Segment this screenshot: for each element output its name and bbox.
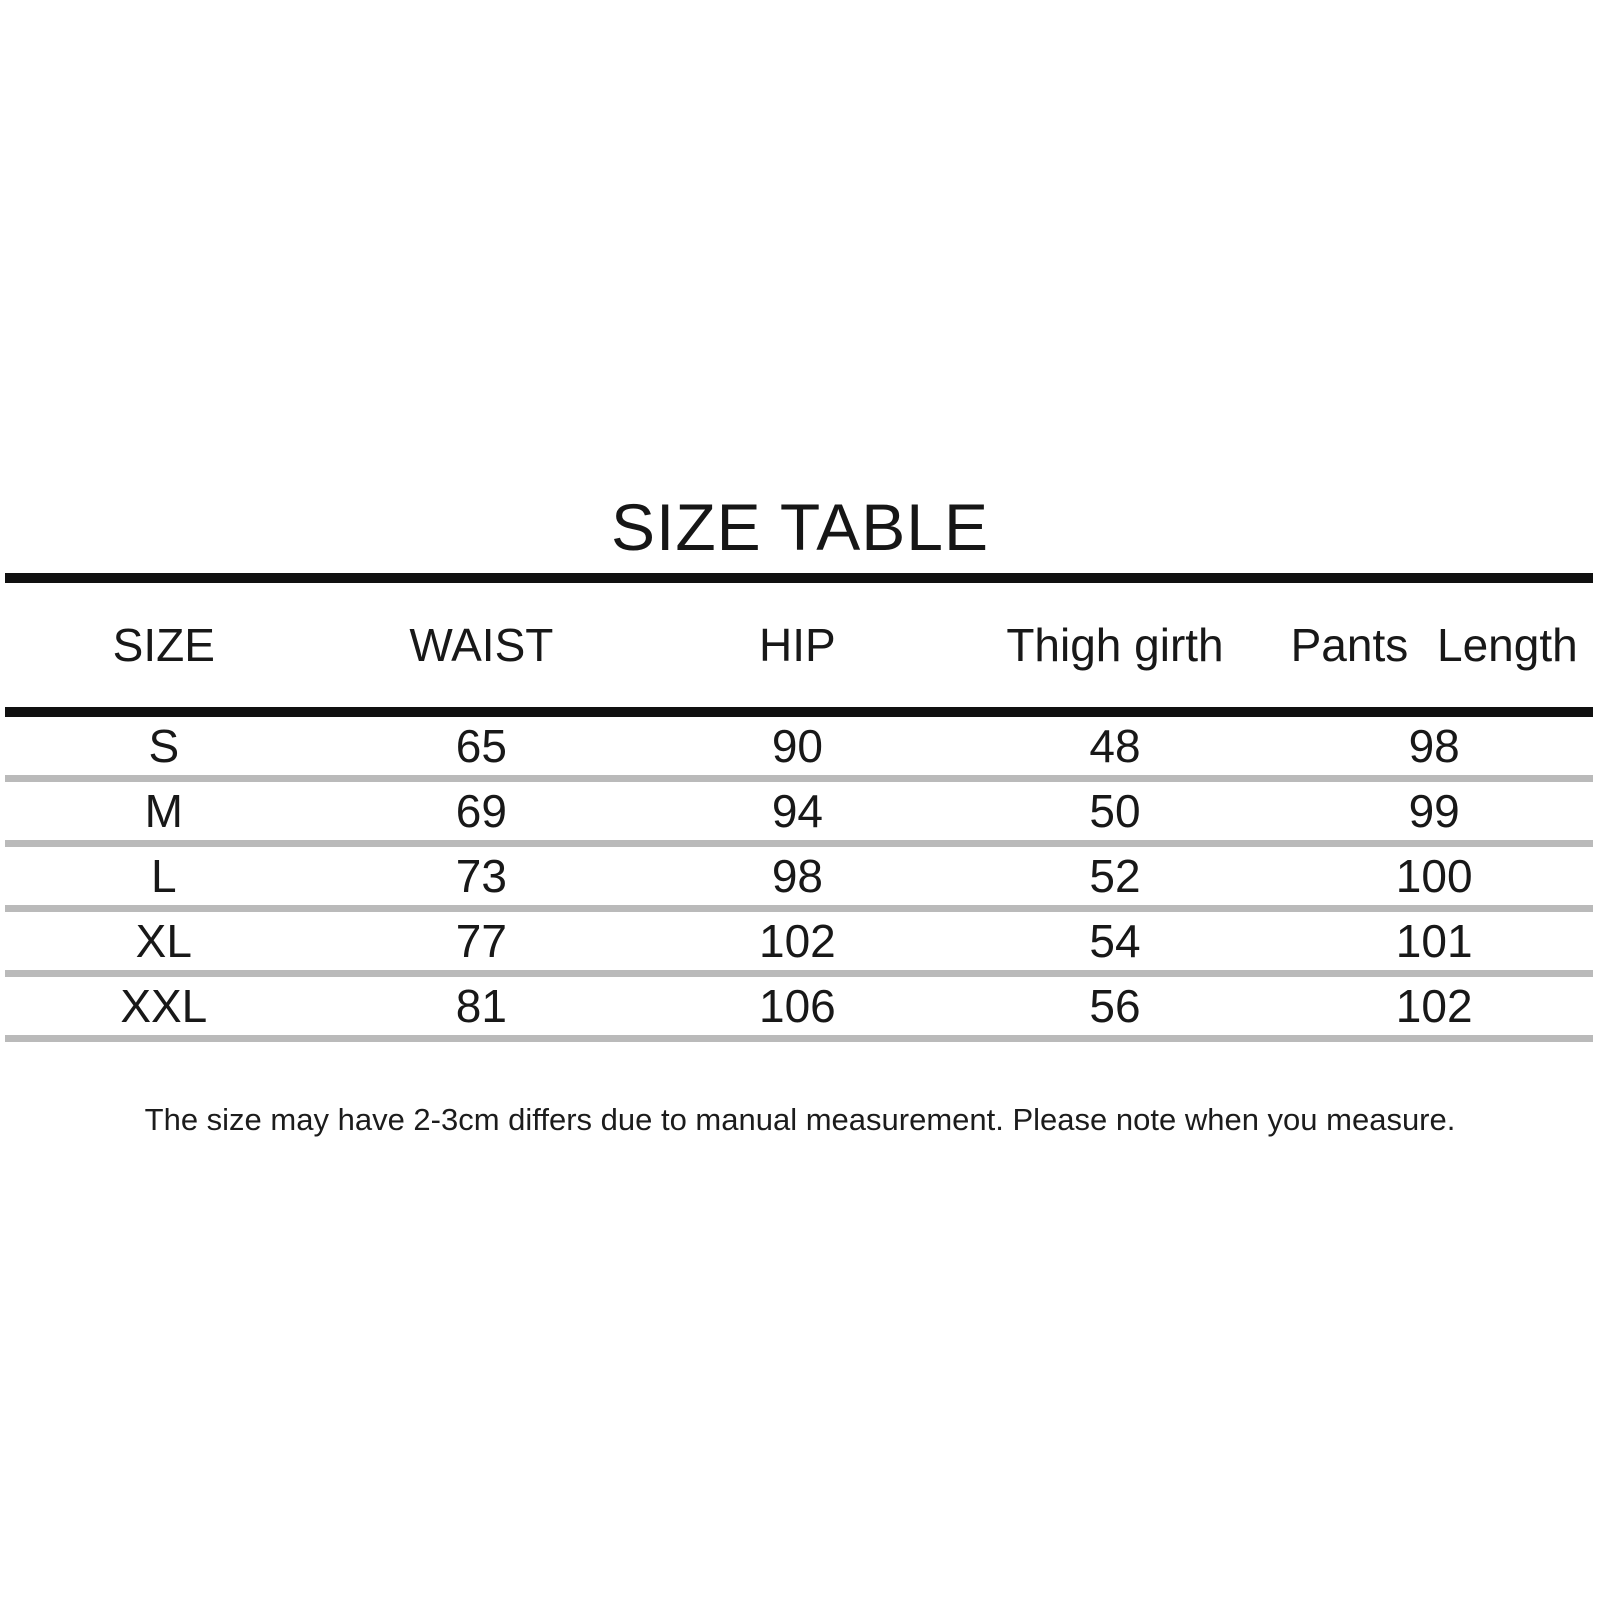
thigh-girth-value: 56 (1089, 980, 1141, 1032)
thigh-girth-value: 54 (1089, 915, 1141, 967)
waist-value: 77 (455, 915, 507, 967)
waist-value: 69 (455, 785, 507, 837)
table-row-m: M 69 94 50 99 (5, 782, 1593, 840)
waist-value: 73 (455, 850, 507, 902)
thigh-girth-value: 50 (1089, 785, 1141, 837)
pants-length-value: 98 (1408, 720, 1460, 772)
thigh-girth-value: 52 (1089, 850, 1141, 902)
table-row-xl: XL 77 102 54 101 (5, 912, 1593, 970)
row-divider (5, 840, 1593, 847)
hip-value: 98 (771, 850, 823, 902)
size-value: L (151, 850, 177, 902)
divider-top (5, 573, 1593, 583)
column-header-waist: WAIST (409, 619, 554, 671)
divider-header (5, 707, 1593, 717)
size-value: S (148, 720, 180, 772)
hip-value: 102 (759, 915, 836, 967)
hip-value: 106 (759, 980, 836, 1032)
column-header-thigh-girth: Thigh girth (1006, 619, 1224, 671)
pants-length-value: 99 (1408, 785, 1460, 837)
size-table: SIZE WAIST HIP Thigh girth Pants Length … (5, 573, 1593, 1042)
table-row-xxl: XXL 81 106 56 102 (5, 977, 1593, 1035)
column-header-hip: HIP (759, 619, 836, 671)
hip-value: 94 (771, 785, 823, 837)
table-header-row: SIZE WAIST HIP Thigh girth Pants Length (5, 583, 1593, 707)
pants-length-value: 102 (1395, 980, 1473, 1032)
row-divider (5, 1035, 1593, 1042)
size-value: XXL (120, 980, 208, 1032)
pants-length-value: 100 (1395, 850, 1473, 902)
size-value: M (144, 785, 183, 837)
table-row-s: S 65 90 48 98 (5, 717, 1593, 775)
size-value: XL (135, 915, 192, 967)
column-header-pants-length: Pants Length (1290, 619, 1578, 671)
row-divider (5, 905, 1593, 912)
table-row-l: L 73 98 52 100 (5, 847, 1593, 905)
row-divider (5, 970, 1593, 977)
measurement-note: The size may have 2-3cm differs due to m… (144, 1102, 1456, 1137)
row-divider (5, 775, 1593, 782)
hip-value: 90 (771, 720, 823, 772)
page-title: SIZE TABLE (610, 490, 990, 564)
pants-length-value: 101 (1395, 915, 1473, 967)
column-header-size: SIZE (112, 619, 215, 671)
waist-value: 65 (455, 720, 507, 772)
thigh-girth-value: 48 (1089, 720, 1141, 772)
waist-value: 81 (455, 980, 507, 1032)
